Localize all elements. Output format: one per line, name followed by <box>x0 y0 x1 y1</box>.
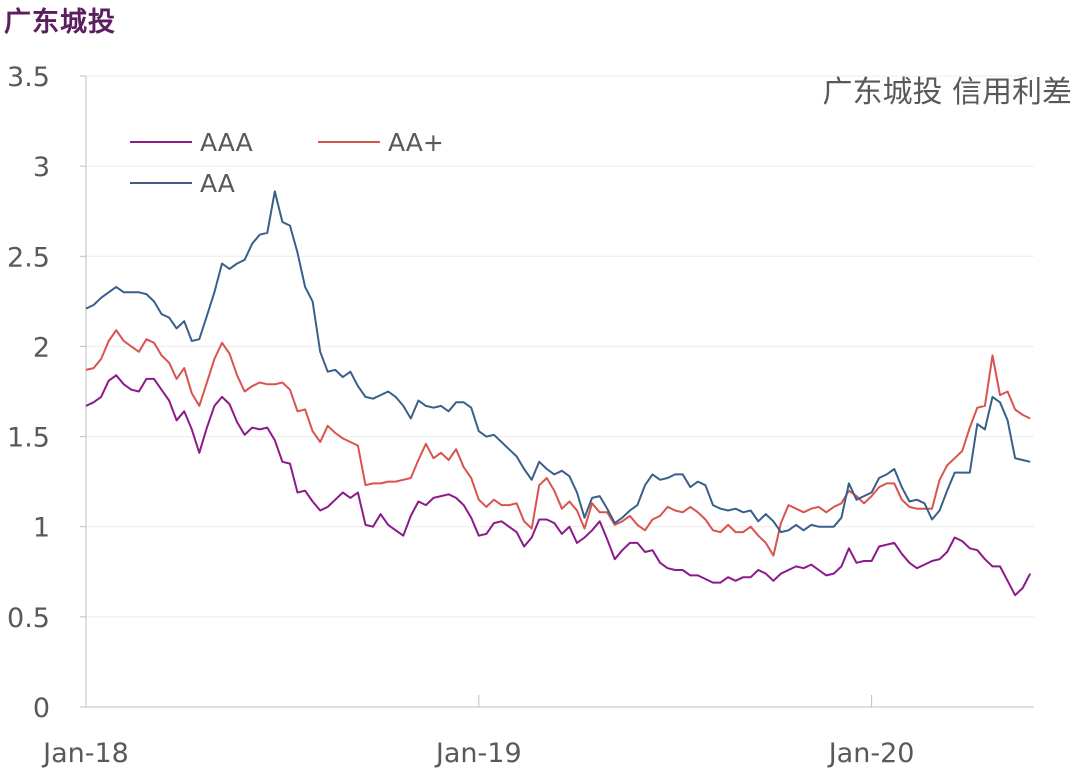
legend-label: AA <box>200 169 235 198</box>
series-line-aaa <box>85 374 1032 597</box>
x-tick-label: Jan-20 <box>827 738 915 769</box>
x-tick-label: Jan-19 <box>434 738 522 769</box>
series-line-aa <box>85 190 1031 534</box>
y-tick-label: 3.5 <box>7 62 50 93</box>
axes <box>85 76 1034 708</box>
y-tick-label: 3 <box>33 152 50 183</box>
legend: AAA AA+ AA <box>130 128 444 198</box>
x-tick-labels: Jan-18 Jan-19 Jan-20 <box>41 695 914 769</box>
y-tick-label: 2.5 <box>7 242 50 273</box>
legend-label: AA+ <box>388 128 444 157</box>
page-title: 广东城投 <box>4 7 116 38</box>
y-tick-labels: 0 0.5 1 1.5 2 2.5 3 3.5 <box>7 62 86 724</box>
y-tick-label: 0 <box>33 693 50 724</box>
y-tick-label: 1.5 <box>7 423 50 454</box>
y-tick-label: 1 <box>33 513 50 544</box>
legend-item: AA <box>130 169 235 198</box>
y-tick-label: 0.5 <box>7 603 50 634</box>
series-line-aa-plus <box>85 329 1031 557</box>
legend-item: AAA <box>130 128 253 157</box>
y-tick-label: 2 <box>33 332 50 363</box>
gridlines <box>86 75 1034 618</box>
x-tick-label: Jan-18 <box>41 738 129 769</box>
series-lines <box>85 190 1032 597</box>
legend-item: AA+ <box>318 128 444 157</box>
chart-title: 广东城投 信用利差 <box>822 75 1072 110</box>
legend-label: AAA <box>200 128 253 157</box>
